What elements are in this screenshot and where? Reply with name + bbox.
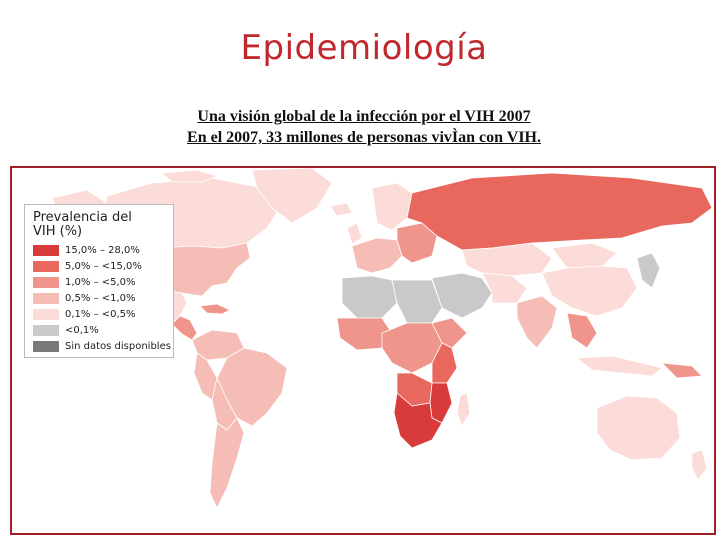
legend-swatch (33, 260, 59, 272)
legend-item: 5,0% – <15,0% (33, 259, 167, 273)
region-greenland (251, 168, 333, 224)
region-scandinavia (371, 182, 413, 231)
region-russia (406, 172, 713, 251)
region-new-zealand (691, 449, 708, 481)
region-uk (346, 222, 363, 245)
legend-label: Sin datos disponibles (65, 340, 171, 352)
legend-label: 1,0% – <5,0% (65, 276, 136, 288)
region-north-africa-west (341, 275, 398, 319)
legend-label: 15,0% – 28,0% (65, 244, 140, 256)
legend-swatch (33, 340, 59, 352)
region-southern-africa (393, 392, 443, 449)
region-papua (661, 362, 703, 379)
region-iceland (329, 202, 353, 217)
legend-swatch (33, 276, 59, 288)
legend-swatch (33, 324, 59, 336)
region-argentina-chile (209, 417, 245, 509)
legend-item: 1,0% – <5,0% (33, 275, 167, 289)
legend-item: Sin datos disponibles (33, 339, 171, 353)
legend-item: 0,5% – <1,0% (33, 291, 167, 305)
legend-title-line-1: Prevalencia del (33, 210, 132, 225)
legend-label: 5,0% – <15,0% (65, 260, 142, 272)
legend-swatch (33, 308, 59, 320)
page-title: Epidemiología (240, 28, 488, 68)
region-china (541, 265, 638, 317)
region-western-europe (351, 237, 403, 274)
legend-item: 15,0% – 28,0% (33, 243, 167, 257)
region-mongolia (551, 242, 618, 269)
legend-label: 0,5% – <1,0% (65, 292, 136, 304)
legend-title-line-2: VIH (%) (33, 224, 83, 239)
subtitle-line-1: Una visión global de la infección por el… (197, 108, 531, 125)
legend: Prevalencia del VIH (%) 15,0% – 28,0% 5,… (24, 204, 174, 358)
region-north-africa-east (391, 279, 443, 324)
region-canada-islands (161, 169, 218, 183)
region-middle-east (431, 272, 493, 319)
region-horn-of-africa (431, 317, 468, 349)
region-central-america (171, 315, 198, 341)
region-mozambique (429, 382, 453, 424)
legend-label: 0,1% – <0,5% (65, 308, 136, 320)
legend-title: Prevalencia del VIH (%) (33, 211, 167, 239)
region-southeast-asia (566, 312, 598, 349)
legend-item: <0,1% (33, 323, 167, 337)
region-japan-korea (636, 252, 661, 289)
region-indonesia (576, 355, 663, 377)
subtitle-line-2: En el 2007, 33 millones de personas vivÌ… (187, 129, 541, 146)
region-australia (596, 395, 681, 461)
legend-swatch (33, 292, 59, 304)
world-map (51, 168, 713, 509)
region-madagascar (456, 392, 471, 427)
region-india (516, 295, 558, 349)
region-caribbean (199, 303, 231, 315)
legend-label: <0,1% (65, 324, 99, 336)
legend-swatch (33, 244, 59, 256)
legend-item: 0,1% – <0,5% (33, 307, 167, 321)
